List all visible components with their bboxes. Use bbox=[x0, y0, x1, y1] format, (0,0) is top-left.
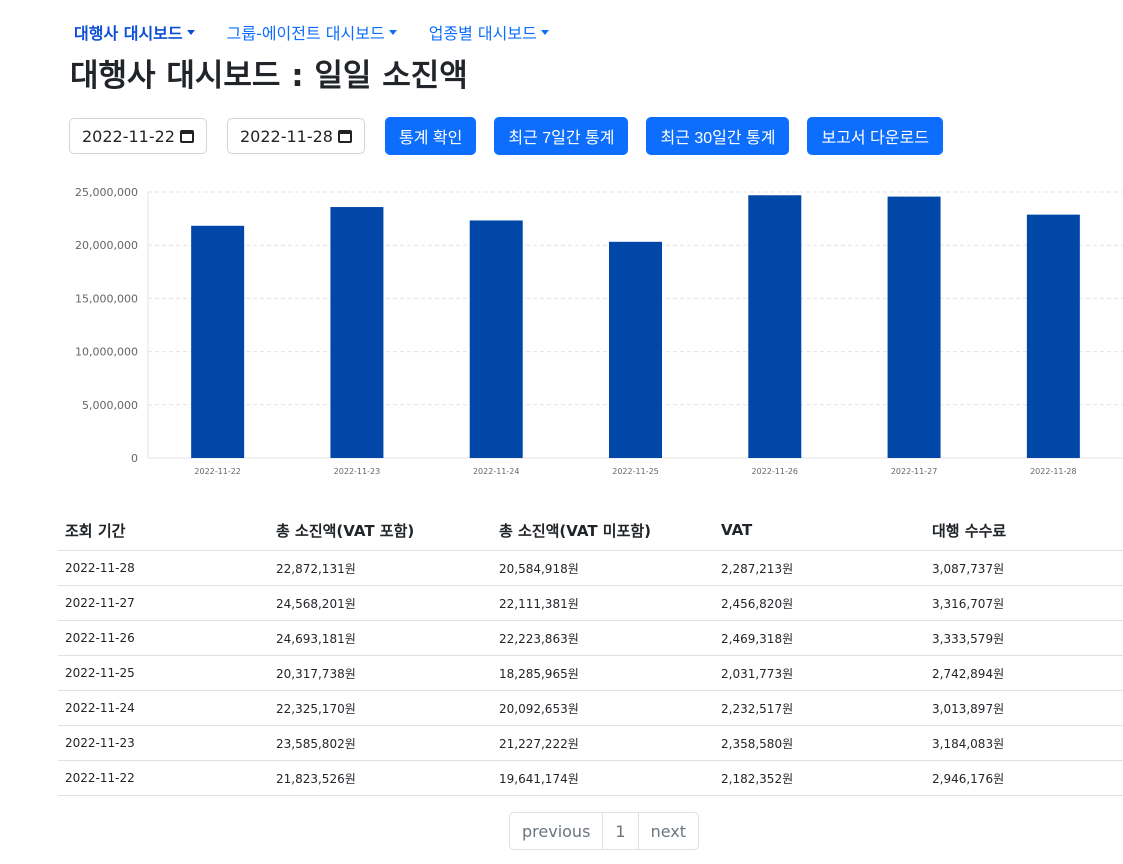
y-tick-label: 15,000,000 bbox=[75, 292, 138, 305]
table-cell: 2,469,318원 bbox=[714, 620, 925, 656]
stats-table: 조회 기간 총 소진액(VAT 포함) 총 소진액(VAT 미포함) VAT 대… bbox=[58, 510, 1123, 796]
last-7-days-button[interactable]: 최근 7일간 통계 bbox=[494, 117, 629, 155]
table-cell: 2,358,580원 bbox=[714, 725, 925, 761]
x-tick-label: 2022-11-28 bbox=[1030, 467, 1077, 476]
calendar-icon[interactable] bbox=[338, 129, 352, 143]
bar[interactable] bbox=[469, 220, 523, 458]
table-cell: 21,227,222원 bbox=[492, 725, 714, 761]
end-date-input[interactable]: 2022-11-28 bbox=[227, 118, 365, 154]
table-cell: 22,223,863원 bbox=[492, 620, 714, 656]
table-cell: 3,333,579원 bbox=[925, 620, 1123, 656]
bar[interactable] bbox=[748, 195, 802, 458]
table-cell: 2022-11-22 bbox=[58, 760, 269, 796]
table-cell: 2022-11-24 bbox=[58, 690, 269, 726]
table-header-row: 조회 기간 총 소진액(VAT 포함) 총 소진액(VAT 미포함) VAT 대… bbox=[58, 510, 1123, 551]
table-cell: 20,092,653원 bbox=[492, 690, 714, 726]
table-cell: 2,182,352원 bbox=[714, 760, 925, 796]
nav-agency-dashboard[interactable]: 대행사 대시보드 bbox=[74, 20, 195, 44]
caret-down-icon bbox=[540, 29, 549, 35]
table-cell: 2022-11-25 bbox=[58, 655, 269, 691]
calendar-icon[interactable] bbox=[180, 129, 194, 143]
table-cell: 22,325,170원 bbox=[269, 690, 492, 726]
bar[interactable] bbox=[887, 196, 941, 458]
bar[interactable] bbox=[330, 207, 384, 458]
table-cell: 23,585,802원 bbox=[269, 725, 492, 761]
bar[interactable] bbox=[191, 225, 245, 458]
nav-industry-dashboard[interactable]: 업종별 대시보드 bbox=[429, 20, 549, 44]
start-date-value: 2022-11-22 bbox=[82, 126, 175, 146]
x-tick-label: 2022-11-27 bbox=[891, 467, 938, 476]
download-report-button[interactable]: 보고서 다운로드 bbox=[807, 117, 943, 155]
header-vat: VAT bbox=[714, 510, 925, 551]
table-cell: 2022-11-27 bbox=[58, 585, 269, 621]
table-row: 2022-11-25 20,317,738원 18,285,965원 2,031,77… bbox=[58, 655, 1123, 691]
table-cell: 24,568,201원 bbox=[269, 585, 492, 621]
table-cell: 22,111,381원 bbox=[492, 585, 714, 621]
previous-page-button[interactable]: previous bbox=[510, 813, 604, 849]
last-30-days-button[interactable]: 최근 30일간 통계 bbox=[646, 117, 790, 155]
table-row: 2022-11-24 22,325,170원 20,092,653원 2,232,51… bbox=[58, 690, 1123, 726]
y-tick-label: 20,000,000 bbox=[75, 239, 138, 252]
nav-group-agent-dashboard[interactable]: 그룹-에이전트 대시보드 bbox=[227, 20, 397, 44]
table-cell: 2,232,517원 bbox=[714, 690, 925, 726]
daily-spend-bar-chart: 0 5,000,000 10,000,000 15,000,000 20,000,000… bbox=[75, 186, 1123, 476]
next-page-button[interactable]: next bbox=[650, 821, 687, 841]
table-row: 2022-11-27 24,568,201원 22,111,381원 2,456,82… bbox=[58, 585, 1123, 621]
table-cell: 2,742,894원 bbox=[925, 655, 1123, 691]
table-row: 2022-11-28 22,872,131원 20,584,918원 2,287,21… bbox=[58, 550, 1123, 586]
table-row: 2022-11-22 21,823,526원 19,641,174원 2,182,35… bbox=[58, 760, 1123, 796]
start-date-input[interactable]: 2022-11-22 bbox=[69, 118, 207, 154]
table-cell: 2,287,213원 bbox=[714, 550, 925, 586]
table-row: 2022-11-23 23,585,802원 21,227,222원 2,358,58… bbox=[58, 725, 1123, 761]
end-date-value: 2022-11-28 bbox=[240, 126, 333, 146]
nav-group-agent-dashboard-label: 그룹-에이전트 대시보드 bbox=[226, 24, 385, 43]
controls-bar: 2022-11-22 2022-11-28 통계 확인 최근 7일간 통계 최근… bbox=[69, 117, 961, 155]
x-tick-label: 2022-11-25 bbox=[612, 467, 659, 476]
table-cell: 20,317,738원 bbox=[269, 655, 492, 691]
page-1-button[interactable]: 1 bbox=[603, 813, 639, 849]
table-cell: 3,316,707원 bbox=[925, 585, 1123, 621]
top-nav: 대행사 대시보드 그룹-에이전트 대시보드 업종별 대시보드 bbox=[74, 20, 549, 44]
table-cell: 21,823,526원 bbox=[269, 760, 492, 796]
header-period: 조회 기간 bbox=[58, 510, 269, 551]
header-total-vat-incl: 총 소진액(VAT 포함) bbox=[269, 510, 492, 551]
x-tick-label: 2022-11-23 bbox=[334, 467, 381, 476]
x-tick-label: 2022-11-24 bbox=[473, 467, 520, 476]
y-tick-label: 10,000,000 bbox=[75, 346, 138, 359]
caret-down-icon bbox=[186, 29, 195, 35]
table-cell: 3,184,083원 bbox=[925, 725, 1123, 761]
table-cell: 2022-11-26 bbox=[58, 620, 269, 656]
header-agency-fee: 대행 수수료 bbox=[925, 510, 1123, 551]
table-cell: 3,087,737원 bbox=[925, 550, 1123, 586]
table-cell: 24,693,181원 bbox=[269, 620, 492, 656]
header-total-vat-excl: 총 소진액(VAT 미포함) bbox=[492, 510, 714, 551]
y-tick-label: 5,000,000 bbox=[82, 399, 138, 412]
table-cell: 18,285,965원 bbox=[492, 655, 714, 691]
table-cell: 3,013,897원 bbox=[925, 690, 1123, 726]
table-cell: 19,641,174원 bbox=[492, 760, 714, 796]
check-stats-button[interactable]: 통계 확인 bbox=[385, 117, 477, 155]
table-cell: 2,946,176원 bbox=[925, 760, 1123, 796]
table-cell: 22,872,131원 bbox=[269, 550, 492, 586]
table-row: 2022-11-26 24,693,181원 22,223,863원 2,469,31… bbox=[58, 620, 1123, 656]
table-cell: 2,456,820원 bbox=[714, 585, 925, 621]
y-tick-label: 25,000,000 bbox=[75, 186, 138, 199]
bar[interactable] bbox=[1026, 214, 1080, 458]
y-tick-label: 0 bbox=[131, 452, 138, 465]
nav-industry-dashboard-label: 업종별 대시보드 bbox=[428, 24, 537, 43]
x-tick-label: 2022-11-26 bbox=[752, 467, 799, 476]
table-cell: 20,584,918원 bbox=[492, 550, 714, 586]
caret-down-icon bbox=[388, 29, 397, 35]
table-cell: 2,031,773원 bbox=[714, 655, 925, 691]
table-cell: 2022-11-23 bbox=[58, 725, 269, 761]
page-title: 대행사 대시보드 : 일일 소진액 bbox=[70, 58, 468, 94]
bar[interactable] bbox=[609, 241, 662, 458]
pagination: previous 1 next bbox=[509, 812, 700, 850]
nav-agency-dashboard-label: 대행사 대시보드 bbox=[74, 24, 183, 43]
x-tick-label: 2022-11-22 bbox=[194, 467, 241, 476]
table-cell: 2022-11-28 bbox=[58, 550, 269, 586]
